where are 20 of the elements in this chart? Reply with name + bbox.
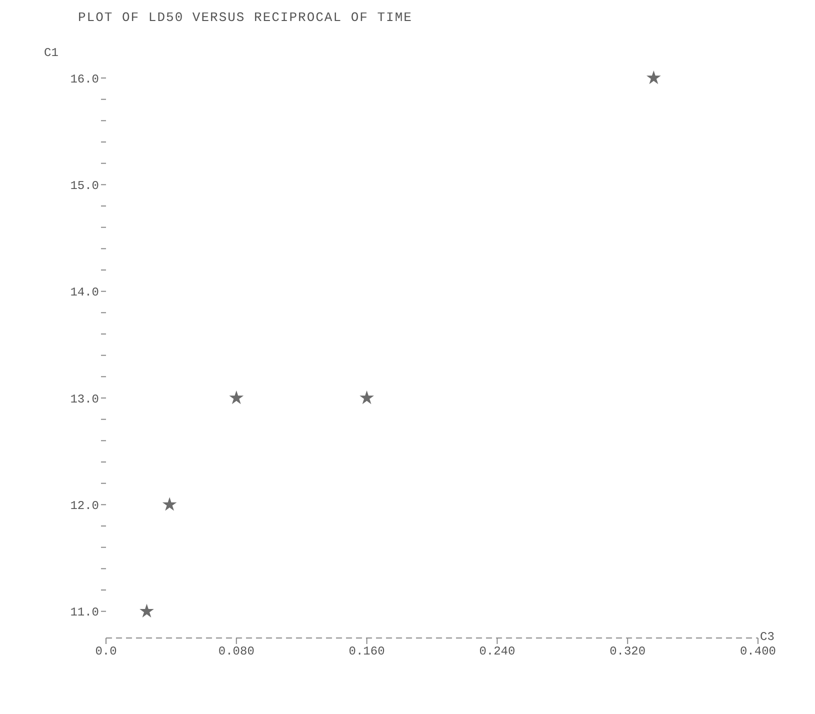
y-tick-label: 14.0 [70,286,99,300]
x-tick-label: 0.400 [740,644,776,659]
point [140,604,154,618]
y-tick-label: 11.0 [70,606,99,620]
y-tick-label: 12.0 [70,498,99,513]
point [646,70,661,84]
y-tick-label: 16.0 [70,72,99,86]
x-tick-label: 0.0 [95,644,117,659]
x-axis-title: C3 [760,630,774,644]
x-tick-label: 0.160 [348,644,385,659]
y-tick-label: 13.0 [70,392,99,406]
x-tick-label: 0.320 [610,644,646,659]
point [360,390,374,404]
point [229,390,244,404]
point [162,497,177,511]
x-tick-label: 0.240 [479,644,516,659]
chart-title: PLOT OF LD50 VERSUS RECIPROCAL OF TIME [78,10,412,25]
y-tick-label: 15.0 [70,178,99,193]
x-tick-label: 0.080 [218,644,254,659]
y-axis-title: C1 [44,46,58,60]
